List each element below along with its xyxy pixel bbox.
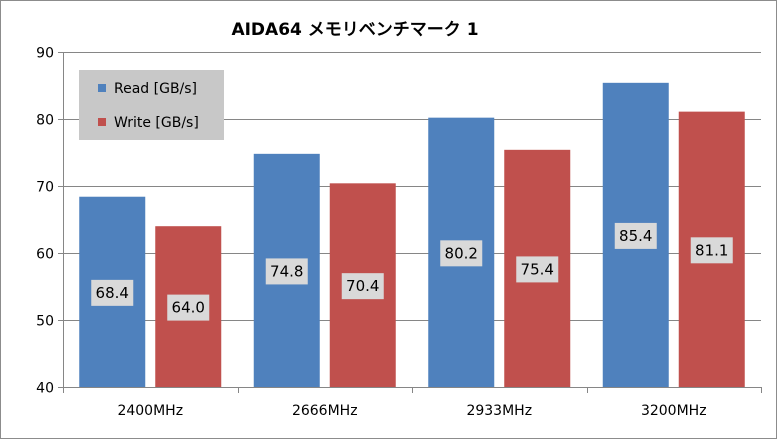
data-label-background bbox=[91, 279, 134, 306]
legend-swatch bbox=[98, 84, 106, 92]
legend: Read [GB/s] Write [GB/s] bbox=[79, 70, 224, 140]
x-tick-label: 2400MHz bbox=[117, 403, 183, 419]
legend-label: Write [GB/s] bbox=[114, 115, 199, 131]
x-tick-label: 3200MHz bbox=[641, 403, 707, 419]
y-tick-label: 40 bbox=[36, 381, 54, 397]
axes: 40 50 60 70 80 90 2400MHz 2666MHz 2933MHz 3200MHz bbox=[36, 46, 762, 419]
data-label-background bbox=[167, 294, 210, 321]
legend-swatch bbox=[98, 118, 106, 126]
legend-label: Read [GB/s] bbox=[114, 81, 197, 97]
data-label: 80.2 bbox=[445, 244, 478, 262]
data-label: 81.1 bbox=[695, 241, 728, 259]
y-tick-label: 70 bbox=[36, 180, 54, 196]
data-label: 75.4 bbox=[521, 260, 554, 278]
y-tick-label: 80 bbox=[36, 113, 54, 129]
data-label: 85.4 bbox=[619, 227, 652, 245]
data-label: 64.0 bbox=[172, 299, 205, 317]
data-label: 70.4 bbox=[346, 277, 379, 295]
bars: 68.4 64.0 74.8 70.4 80.2 75.4 85.4 81.1 bbox=[79, 82, 745, 387]
y-tick-label: 50 bbox=[36, 314, 54, 330]
chart-title: AIDA64 メモリベンチマーク 1 bbox=[231, 20, 478, 40]
data-label-background bbox=[690, 237, 733, 264]
legend-box bbox=[79, 70, 224, 140]
data-label-background bbox=[265, 258, 308, 285]
y-tick-label: 90 bbox=[36, 46, 54, 62]
data-label-background bbox=[341, 273, 384, 300]
x-tick-label: 2666MHz bbox=[292, 403, 358, 419]
y-tick-label: 60 bbox=[36, 247, 54, 263]
data-label-background bbox=[440, 240, 483, 267]
data-label-background bbox=[516, 256, 559, 283]
data-label: 74.8 bbox=[270, 262, 303, 280]
data-label-background bbox=[614, 222, 657, 249]
x-tick-label: 2933MHz bbox=[466, 403, 532, 419]
data-label: 68.4 bbox=[96, 284, 129, 302]
